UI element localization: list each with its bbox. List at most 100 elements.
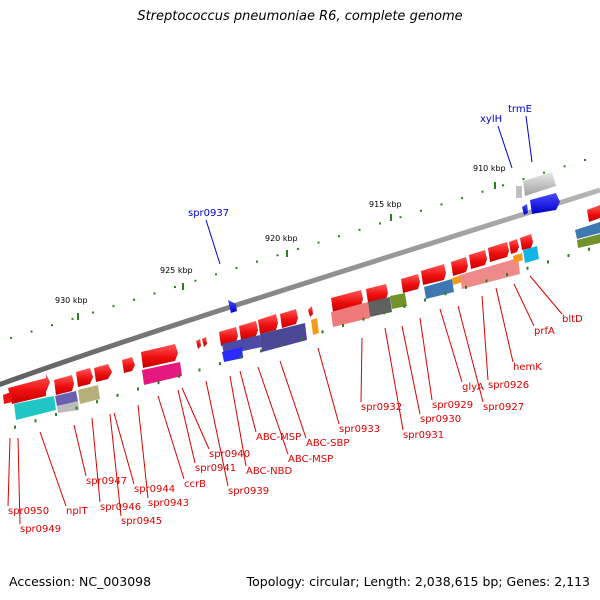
gene-arrow[interactable] xyxy=(366,284,388,303)
gene-arrow[interactable] xyxy=(488,242,509,262)
track-dot xyxy=(547,260,549,264)
gene-arrow[interactable] xyxy=(141,344,178,368)
scale-dot xyxy=(502,184,504,187)
gene-label-spr0933[interactable]: spr0933 xyxy=(339,424,380,435)
gene-label-spr0939[interactable]: spr0939 xyxy=(228,486,269,497)
gene-arrow[interactable] xyxy=(587,205,600,222)
gene-arrow[interactable] xyxy=(8,374,50,404)
gene-label-abc-msp[interactable]: ABC-MSP xyxy=(256,432,301,443)
track-dot xyxy=(342,323,344,327)
gene-label-spr0932[interactable]: spr0932 xyxy=(361,402,402,413)
gene-arrow[interactable] xyxy=(122,357,135,373)
feature-box[interactable] xyxy=(523,246,539,263)
feature-box[interactable] xyxy=(55,391,78,406)
scale-label-930: 930 kbp xyxy=(55,296,88,305)
track-dot xyxy=(567,254,570,258)
gene-label-ccrb[interactable]: ccrB xyxy=(184,479,206,490)
track-dot xyxy=(96,400,98,404)
gene-arrow-blue[interactable] xyxy=(228,300,237,313)
scale-dot xyxy=(461,197,463,200)
gene-arrow[interactable] xyxy=(509,239,519,254)
feature-box[interactable] xyxy=(260,323,307,352)
gene-arrow[interactable] xyxy=(451,257,468,276)
feature-box[interactable] xyxy=(513,253,523,263)
gene-arrow[interactable] xyxy=(401,274,420,293)
feature-box[interactable] xyxy=(331,302,370,327)
feature-box[interactable] xyxy=(311,318,319,335)
scale-dot xyxy=(338,235,340,238)
gene-label-spr0927[interactable]: spr0927 xyxy=(483,402,524,413)
track-dot xyxy=(383,311,385,315)
feature-box[interactable] xyxy=(575,222,600,239)
gene-arrow[interactable] xyxy=(258,314,278,334)
feature-box[interactable] xyxy=(424,279,454,299)
page-title: Streptococcus pneumoniae R6, complete ge… xyxy=(137,9,463,24)
feature-box[interactable] xyxy=(577,234,600,248)
gene-arrow[interactable] xyxy=(308,306,313,317)
gene-arrow-blue[interactable] xyxy=(530,193,560,214)
scale-dot xyxy=(153,292,156,295)
gene-labels: spr0950spr0949nplTspr0947spr0946spr0945s… xyxy=(7,104,583,535)
feature-box[interactable] xyxy=(452,275,463,285)
gene-label-xylh[interactable]: xylH xyxy=(480,114,502,125)
callout-line xyxy=(439,308,463,383)
gene-label-nplt[interactable]: nplT xyxy=(66,506,88,517)
callout-line xyxy=(495,287,514,363)
track-dot xyxy=(178,374,180,378)
callout-line xyxy=(525,115,533,163)
gene-label-spr0926[interactable]: spr0926 xyxy=(488,380,529,391)
gene-label-trme[interactable]: trmE xyxy=(508,104,532,115)
callout-line xyxy=(91,417,101,503)
gene-arrow[interactable] xyxy=(202,337,207,347)
gene-box-grey[interactable] xyxy=(516,186,522,198)
gene-label-spr0949[interactable]: spr0949 xyxy=(20,524,61,535)
callout-line xyxy=(497,125,513,169)
gene-arrow[interactable] xyxy=(520,234,533,250)
gene-arrow-blue[interactable] xyxy=(522,204,528,215)
gene-label-spr0945[interactable]: spr0945 xyxy=(121,516,162,527)
gene-arrow[interactable] xyxy=(469,250,487,269)
gene-label-spr0944[interactable]: spr0944 xyxy=(134,484,175,495)
gene-arrow[interactable] xyxy=(196,339,201,349)
gene-label-spr0940[interactable]: spr0940 xyxy=(209,449,250,460)
feature-box[interactable] xyxy=(222,347,243,362)
scale-tick xyxy=(77,313,79,320)
track-dot xyxy=(239,355,242,359)
gene-label-abc-nbd[interactable]: ABC-NBD xyxy=(246,466,292,477)
callout-line xyxy=(113,412,135,485)
gene-label-spr0950[interactable]: spr0950 xyxy=(8,506,49,517)
gene-arrow[interactable] xyxy=(94,364,112,382)
feature-box[interactable] xyxy=(368,297,392,317)
gene-box-grey[interactable] xyxy=(523,172,556,196)
gene-arrow[interactable] xyxy=(421,264,446,285)
feature-box[interactable] xyxy=(78,385,100,404)
gene-label-abc-sbp[interactable]: ABC-SBP xyxy=(306,438,349,449)
gene-label-hemk[interactable]: hemK xyxy=(513,362,542,373)
feature-box[interactable] xyxy=(460,258,520,289)
gene-label-glya[interactable]: glyA xyxy=(462,382,484,393)
scale-dot xyxy=(317,241,320,244)
feature-box[interactable] xyxy=(390,293,407,309)
callout-line xyxy=(279,360,307,439)
feature-box[interactable] xyxy=(14,396,56,420)
gene-label-spr0943[interactable]: spr0943 xyxy=(148,498,189,509)
gene-arrow[interactable] xyxy=(239,321,258,340)
gene-arrow[interactable] xyxy=(76,368,93,387)
gene-label-bltd[interactable]: bltD xyxy=(562,314,583,325)
gene-label-spr0931[interactable]: spr0931 xyxy=(403,430,444,441)
gene-label-spr0937[interactable]: spr0937 xyxy=(188,208,229,219)
feature-box[interactable] xyxy=(57,401,79,413)
gene-label-spr0947[interactable]: spr0947 xyxy=(86,476,127,487)
gene-arrow[interactable] xyxy=(54,375,74,395)
callout-line xyxy=(17,437,21,525)
gene-label-spr0929[interactable]: spr0929 xyxy=(432,400,473,411)
gene-label-abc-msp[interactable]: ABC-MSP xyxy=(288,454,333,465)
gene-label-prfa[interactable]: prfA xyxy=(534,326,555,337)
gene-label-spr0930[interactable]: spr0930 xyxy=(420,414,461,425)
gene-arrow[interactable] xyxy=(219,327,238,346)
gene-label-spr0941[interactable]: spr0941 xyxy=(195,463,236,474)
scale-dot xyxy=(522,178,525,181)
feature-box[interactable] xyxy=(142,362,182,385)
gene-arrow[interactable] xyxy=(280,309,298,328)
gene-box-red-small[interactable] xyxy=(3,392,12,404)
